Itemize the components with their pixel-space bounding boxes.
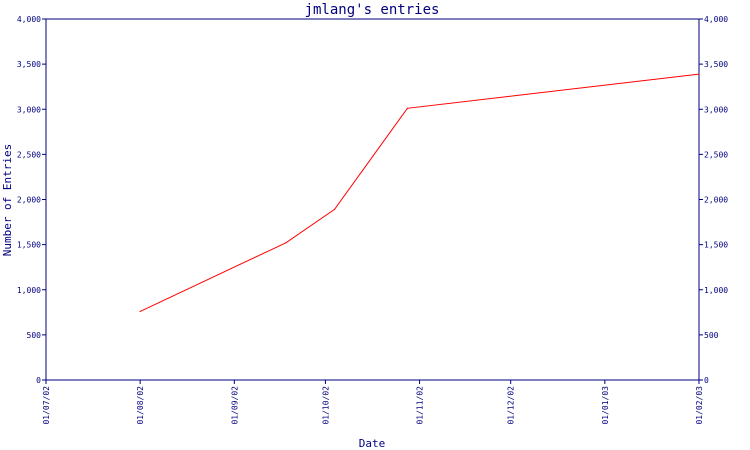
y-tick-label-right: 3,500: [704, 60, 728, 69]
y-tick-label-right: 0: [704, 376, 709, 385]
y-tick-label-left: 2,500: [17, 150, 41, 159]
y-tick-label-right: 2,000: [704, 196, 728, 205]
series-point: [333, 208, 336, 211]
series-point: [139, 310, 141, 313]
y-axis-label: Number of Entries: [1, 144, 14, 257]
y-tick-label-right: 1,500: [704, 241, 728, 250]
y-tick-label-left: 500: [27, 331, 42, 340]
series-point: [698, 73, 700, 75]
x-tick-label: 01/11/02: [416, 386, 425, 425]
series-point: [285, 242, 287, 244]
chart-title: jmlang's entries: [305, 2, 440, 18]
plot-border: [45, 18, 700, 381]
x-tick-label: 01/01/03: [601, 386, 610, 425]
x-tick-label: 01/08/02: [136, 386, 145, 425]
series-line: [139, 73, 700, 312]
y-tick-label-left: 0: [36, 376, 41, 385]
y-tick-label-left: 3,500: [17, 60, 41, 69]
x-axis-label: Date: [359, 437, 386, 450]
y-tick-label-right: 1,000: [704, 286, 728, 295]
y-tick-label-left: 4,000: [17, 15, 41, 24]
y-tick-label-right: 500: [704, 331, 719, 340]
x-tick-label: 01/12/02: [507, 386, 516, 425]
y-tick-label-left: 3,000: [17, 105, 41, 114]
x-tick-label: 01/02/03: [695, 386, 704, 425]
y-tick-label-right: 3,000: [704, 105, 728, 114]
y-tick-label-right: 2,500: [704, 150, 728, 159]
y-tick-label-right: 4,000: [704, 15, 728, 24]
x-tick-label: 01/10/02: [321, 386, 330, 425]
x-tick-label: 01/07/02: [42, 386, 51, 425]
series-point: [406, 107, 409, 109]
y-tick-label-left: 1,000: [17, 286, 41, 295]
y-tick-label-left: 1,500: [17, 241, 41, 250]
x-tick-label: 01/09/02: [230, 386, 239, 425]
y-tick-label-left: 2,000: [17, 196, 41, 205]
